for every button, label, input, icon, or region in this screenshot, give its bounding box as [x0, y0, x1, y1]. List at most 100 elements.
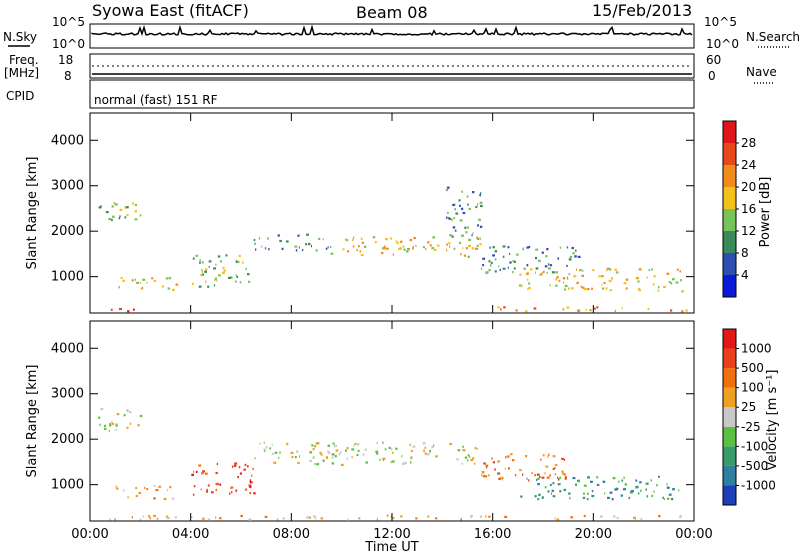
power-cell: [527, 288, 529, 291]
velocity-cell: [376, 452, 379, 455]
velocity-cell: [335, 449, 339, 452]
velocity-cell: [313, 455, 315, 458]
power-cell: [575, 268, 578, 271]
power-cell: [347, 250, 350, 253]
velocity-cell: [240, 514, 243, 518]
velocity-cell: [469, 455, 471, 458]
power-cell: [609, 289, 612, 292]
power-cell: [311, 245, 312, 248]
velocity-cell: [645, 482, 649, 485]
power-cell: [298, 246, 300, 249]
velocity-cell: [564, 477, 567, 480]
velocity-cell: [479, 515, 483, 518]
velocity-cell: [138, 492, 141, 495]
power-cell: [344, 238, 347, 241]
power-cell: [352, 238, 354, 242]
power-cell: [412, 247, 414, 250]
velocity-colorbar-segment: [723, 407, 736, 427]
power-cell: [579, 269, 582, 272]
x-tick-label: 04:00: [172, 527, 209, 542]
power-cell: [220, 260, 222, 263]
velocity-cell: [650, 479, 652, 482]
power-cell: [422, 246, 425, 249]
power-cell: [568, 287, 570, 290]
power-cell: [614, 309, 616, 312]
power-cell: [583, 288, 587, 291]
velocity-cell: [525, 455, 528, 458]
power-colorbar-tick-label: 20: [741, 180, 756, 194]
power-colorbar: 4 8 12 16 20 24 28: [722, 120, 756, 298]
power-cell: [356, 249, 358, 252]
power-cell: [535, 271, 536, 274]
velocity-cell: [320, 453, 323, 456]
velocity-cell: [509, 453, 513, 456]
velocity-cell: [587, 476, 590, 479]
power-cell: [535, 267, 539, 270]
power-cell: [494, 270, 497, 273]
power-cell: [541, 251, 544, 254]
power-cell: [122, 279, 126, 282]
velocity-cell: [410, 449, 413, 453]
power-cell: [582, 269, 584, 272]
velocity-cell: [353, 444, 355, 447]
power-cell: [461, 190, 463, 193]
power-cell: [201, 268, 203, 271]
power-cell: [479, 237, 481, 240]
power-cell: [489, 246, 491, 249]
velocity-cell: [564, 458, 566, 461]
velocity-cell: [193, 485, 196, 488]
velocity-cell: [142, 515, 145, 518]
power-cell: [218, 274, 221, 277]
velocity-cell: [219, 517, 222, 520]
velocity-cell: [548, 453, 550, 456]
velocity-cell: [570, 516, 573, 519]
power-cell: [200, 274, 203, 277]
velocity-cell: [561, 470, 564, 473]
velocity-cell: [299, 455, 300, 458]
velocity-cell: [471, 457, 475, 460]
velocity-cell: [204, 472, 208, 475]
power-cell: [406, 250, 409, 253]
power-cell: [399, 240, 403, 243]
velocity-cell: [629, 491, 633, 494]
power-cell: [499, 268, 501, 272]
velocity-cell: [621, 479, 624, 482]
power-cell: [587, 288, 590, 291]
velocity-cell: [340, 463, 344, 466]
power-y-tick-label: 2000: [51, 224, 84, 239]
velocity-cell: [564, 476, 567, 479]
power-cell: [479, 225, 483, 228]
power-cell: [485, 271, 489, 274]
power-cell: [606, 269, 608, 272]
power-cell: [205, 268, 208, 271]
cpid-label: CPID: [6, 89, 34, 103]
power-cell: [390, 237, 393, 240]
velocity-cell: [248, 518, 252, 521]
velocity-cell: [423, 449, 425, 452]
power-cell: [415, 244, 417, 247]
power-cell: [555, 284, 558, 287]
power-cell: [564, 288, 567, 291]
velocity-panel: 1000 2000 3000 4000 Slant Range [km] 1000 50…: [25, 320, 780, 555]
velocity-cell: [552, 467, 555, 470]
velocity-y-tick-label: 3000: [51, 387, 84, 402]
velocity-cell: [433, 444, 435, 447]
power-cell: [199, 261, 201, 264]
power-cell: [502, 255, 505, 258]
velocity-cell: [382, 441, 384, 444]
power-cell: [509, 261, 512, 264]
power-cell: [454, 208, 456, 211]
velocity-cell: [537, 477, 540, 480]
power-cell: [648, 268, 651, 272]
velocity-cell: [238, 466, 241, 469]
power-cell: [621, 307, 623, 310]
power-cell: [255, 248, 257, 251]
velocity-cell: [206, 490, 208, 493]
velocity-cell: [467, 454, 470, 457]
power-colorbar-segment: [723, 143, 736, 165]
velocity-cell: [201, 472, 204, 475]
velocity-colorbar-tick-label: -25: [741, 420, 761, 434]
velocity-cell: [249, 492, 251, 495]
velocity-cell: [347, 518, 349, 521]
power-cell: [407, 248, 410, 251]
